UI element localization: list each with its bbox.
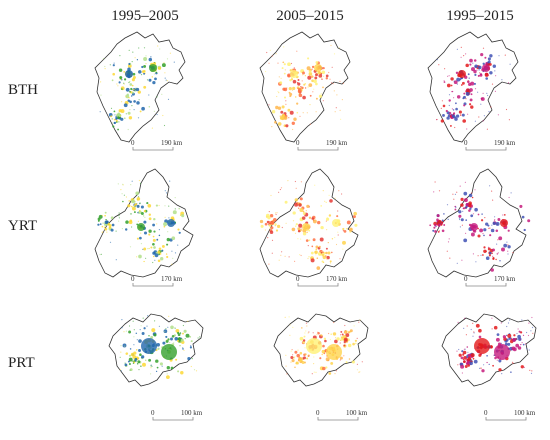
bth-map-panel-2 (259, 31, 351, 143)
scale-distance-label: 190 km (161, 139, 183, 147)
yrt-scale-bar-3: 0 170 km (464, 275, 516, 287)
bth-region-outline (259, 31, 351, 143)
row-label-prt: PRT (8, 355, 35, 371)
prt-map-panel-3 (441, 313, 537, 387)
bth-scale-bar-2: 0 190 km (296, 139, 348, 151)
bth-scale-bar-1: 0 190 km (131, 139, 183, 151)
scale-distance-label: 100 km (514, 409, 536, 417)
bth-map-panel-1 (94, 31, 186, 143)
prt-scale-bar-3: 0 100 km (484, 409, 536, 421)
column-header-1: 1995–2005 (111, 8, 179, 24)
column-header-3: 1995–2015 (446, 8, 514, 24)
scale-distance-label: 170 km (326, 275, 348, 283)
yrt-urban-expansion-dots (259, 180, 358, 270)
scale-zero-label: 0 (316, 409, 320, 417)
prt-urban-expansion-dots (284, 316, 363, 375)
prt-scale-bar-2: 0 100 km (316, 409, 368, 421)
prt-scale-bar-1: 0 100 km (151, 409, 203, 421)
bth-region-outline (94, 31, 186, 143)
yrt-scale-bar-1: 0 170 km (131, 275, 183, 287)
scale-zero-label: 0 (151, 409, 155, 417)
bth-urban-expansion-dots (99, 45, 175, 131)
scale-distance-label: 170 km (161, 275, 183, 283)
bth-map-panel-3 (427, 31, 519, 143)
yrt-map-panel-1 (94, 168, 194, 278)
scale-zero-label: 0 (296, 139, 300, 147)
bth-urban-expansion-dots (436, 46, 511, 130)
scale-distance-label: 100 km (181, 409, 203, 417)
bth-region-outline (427, 31, 519, 143)
scale-zero-label: 0 (131, 275, 135, 283)
scale-zero-label: 0 (484, 409, 488, 417)
prt-region-outline (273, 313, 369, 387)
prt-region-outline (441, 313, 537, 387)
scale-zero-label: 0 (131, 139, 135, 147)
column-header-2: 2005–2015 (276, 8, 344, 24)
row-label-yrt: YRT (8, 218, 38, 234)
prt-map-panel-1 (108, 313, 204, 387)
yrt-urban-expansion-dots (97, 179, 185, 265)
scale-distance-label: 190 km (494, 139, 516, 147)
scale-distance-label: 170 km (494, 275, 516, 283)
scale-zero-label: 0 (464, 139, 468, 147)
yrt-scale-bar-2: 0 170 km (296, 275, 348, 287)
prt-urban-expansion-dots (456, 316, 534, 375)
prt-urban-expansion-dots (119, 315, 201, 379)
yrt-map-panel-3 (427, 168, 531, 278)
scale-zero-label: 0 (464, 275, 468, 283)
yrt-map-panel-2 (259, 168, 359, 278)
yrt-region-outline (259, 168, 359, 278)
scale-distance-label: 100 km (346, 409, 368, 417)
prt-map-panel-2 (273, 313, 369, 387)
yrt-urban-expansion-dots (429, 181, 531, 272)
scale-distance-label: 190 km (326, 139, 348, 147)
bth-scale-bar-3: 0 190 km (464, 139, 516, 151)
scale-zero-label: 0 (296, 275, 300, 283)
bth-urban-expansion-dots (265, 44, 344, 131)
row-label-bth: BTH (8, 82, 38, 98)
